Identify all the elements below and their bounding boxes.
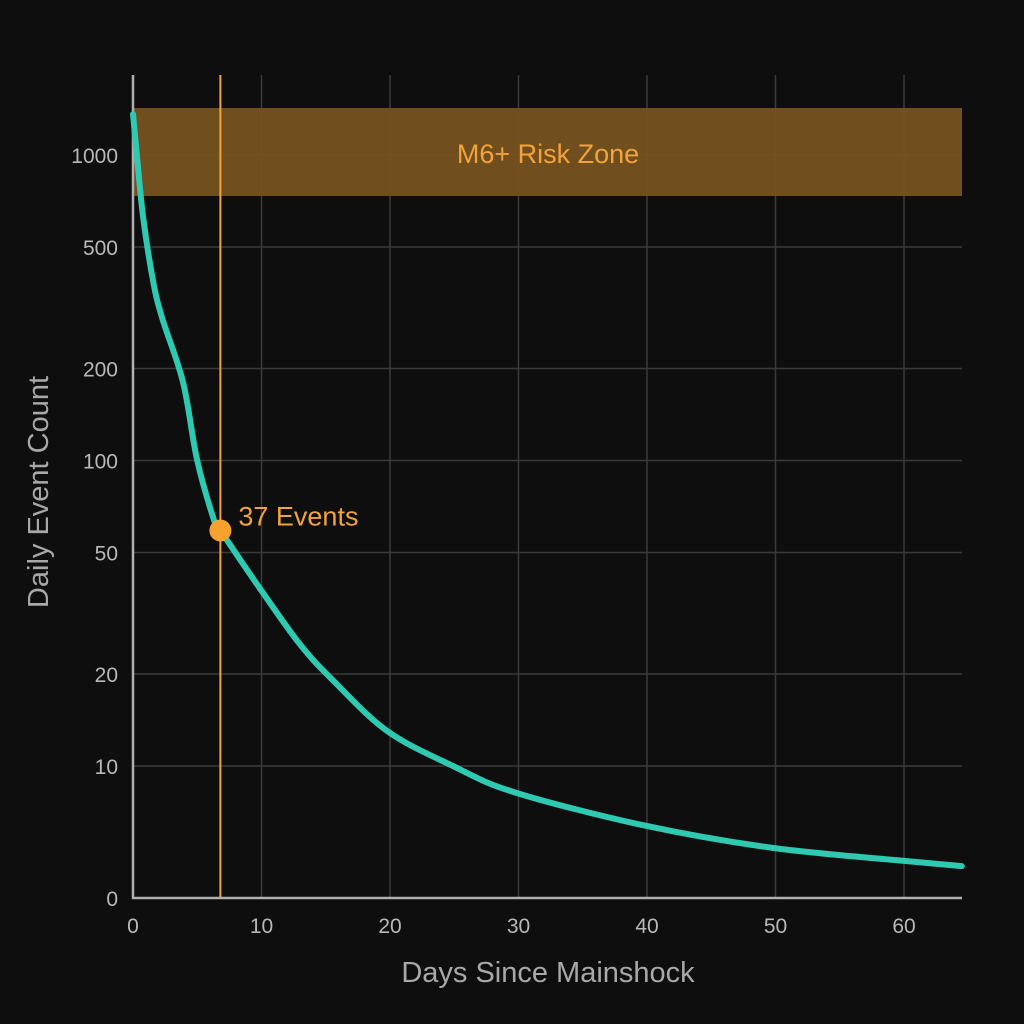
x-tick-label: 10 (250, 915, 273, 938)
event-marker-dot (209, 519, 232, 542)
x-tick-label: 30 (507, 915, 530, 938)
y-tick-label: 100 (83, 451, 118, 474)
y-tick-label: 500 (83, 237, 118, 260)
y-tick-label: 20 (95, 664, 118, 687)
risk-zone-band (133, 108, 962, 196)
grid-lines (133, 75, 962, 898)
y-tick-label: 1000 (71, 145, 118, 168)
decay-curve (130, 111, 965, 870)
y-tick-label: 0 (106, 888, 118, 911)
x-tick-label: 20 (378, 915, 401, 938)
x-axis-title: Days Since Mainshock (401, 957, 695, 989)
x-tick-labels: 0 10 20 30 40 50 60 (127, 915, 916, 938)
y-axis-title: Daily Event Count (23, 376, 55, 608)
y-tick-label: 200 (83, 359, 118, 382)
y-tick-label: 10 (95, 756, 118, 779)
y-tick-label: 50 (95, 542, 118, 565)
x-tick-label: 60 (892, 915, 915, 938)
x-tick-label: 40 (635, 915, 658, 938)
risk-zone-label: M6+ Risk Zone (457, 139, 639, 169)
axes (131, 75, 962, 900)
event-marker-label: 37 Events (238, 502, 358, 532)
x-tick-label: 0 (127, 915, 139, 938)
x-tick-label: 50 (764, 915, 787, 938)
